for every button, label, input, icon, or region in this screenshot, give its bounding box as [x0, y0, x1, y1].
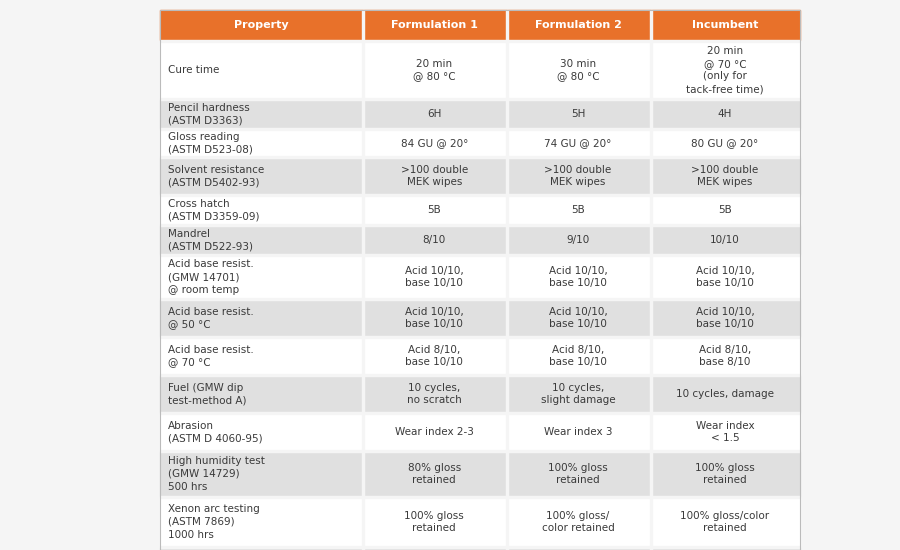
Bar: [363, 546, 365, 550]
Text: 4H: 4H: [717, 109, 732, 119]
Bar: [363, 194, 365, 224]
Text: Acid base resist.
(GMW 14701)
@ room temp: Acid base resist. (GMW 14701) @ room tem…: [168, 259, 254, 295]
Bar: [650, 256, 800, 298]
Text: 20 min
@ 80 °C: 20 min @ 80 °C: [413, 59, 455, 81]
Bar: [650, 496, 652, 546]
Bar: [160, 224, 800, 226]
Bar: [506, 98, 508, 128]
Bar: [650, 374, 652, 412]
Bar: [363, 156, 365, 194]
Bar: [650, 40, 652, 98]
Text: 8/10: 8/10: [423, 235, 446, 245]
Bar: [160, 498, 363, 546]
Bar: [363, 412, 365, 450]
Bar: [650, 376, 800, 412]
Text: 10 cycles, damage: 10 cycles, damage: [676, 389, 774, 399]
Bar: [363, 338, 506, 374]
Bar: [650, 450, 652, 496]
Bar: [363, 498, 506, 546]
Text: 5B: 5B: [572, 205, 585, 215]
Bar: [506, 336, 508, 374]
Bar: [160, 196, 363, 224]
Bar: [363, 298, 365, 336]
Bar: [363, 100, 506, 128]
Bar: [506, 128, 508, 156]
Bar: [160, 414, 363, 450]
Bar: [160, 194, 800, 196]
Text: Wear index 3: Wear index 3: [544, 427, 612, 437]
Bar: [506, 100, 650, 128]
Bar: [506, 548, 650, 550]
Bar: [363, 376, 506, 412]
Text: Xenon arc testing
(ASTM 7869)
1000 hrs: Xenon arc testing (ASTM 7869) 1000 hrs: [168, 504, 260, 540]
Bar: [506, 224, 508, 254]
Bar: [506, 414, 650, 450]
Bar: [363, 128, 365, 156]
Bar: [363, 10, 506, 40]
Text: 5B: 5B: [428, 205, 441, 215]
Bar: [160, 450, 800, 452]
Bar: [363, 300, 506, 336]
Text: Gloss reading
(ASTM D523-08): Gloss reading (ASTM D523-08): [168, 131, 253, 155]
Bar: [160, 10, 800, 550]
Bar: [160, 98, 800, 100]
Bar: [160, 496, 800, 498]
Text: Wear index
< 1.5: Wear index < 1.5: [696, 421, 754, 443]
Bar: [506, 10, 508, 40]
Text: Acid 10/10,
base 10/10: Acid 10/10, base 10/10: [696, 306, 754, 329]
Bar: [650, 100, 800, 128]
Bar: [506, 130, 650, 156]
Bar: [650, 298, 652, 336]
Text: 100% gloss/
color retained: 100% gloss/ color retained: [542, 510, 615, 534]
Text: Acid 10/10,
base 10/10: Acid 10/10, base 10/10: [405, 266, 464, 288]
Text: 5B: 5B: [718, 205, 732, 215]
Text: 80 GU @ 20°: 80 GU @ 20°: [691, 138, 759, 148]
Bar: [506, 452, 650, 496]
Text: 100% gloss/color
retained: 100% gloss/color retained: [680, 510, 770, 534]
Bar: [650, 412, 652, 450]
Bar: [506, 226, 650, 254]
Bar: [160, 10, 800, 550]
Text: Cross hatch
(ASTM D3359-09): Cross hatch (ASTM D3359-09): [168, 199, 259, 222]
Bar: [160, 374, 800, 376]
Text: Cure time: Cure time: [168, 65, 220, 75]
Bar: [160, 254, 800, 256]
Text: Acid 8/10,
base 10/10: Acid 8/10, base 10/10: [549, 345, 607, 367]
Bar: [506, 546, 508, 550]
Bar: [506, 298, 508, 336]
Bar: [650, 98, 652, 128]
Text: Abrasion
(ASTM D 4060-95): Abrasion (ASTM D 4060-95): [168, 421, 263, 443]
Bar: [650, 42, 800, 98]
Bar: [160, 412, 800, 414]
Bar: [650, 548, 800, 550]
Bar: [160, 298, 800, 300]
Bar: [506, 40, 508, 98]
Text: 74 GU @ 20°: 74 GU @ 20°: [544, 138, 612, 148]
Bar: [650, 498, 800, 546]
Bar: [363, 130, 506, 156]
Bar: [650, 224, 652, 254]
Bar: [363, 256, 506, 298]
Bar: [160, 376, 363, 412]
Bar: [506, 300, 650, 336]
Bar: [506, 254, 508, 298]
Bar: [363, 158, 506, 194]
Bar: [650, 546, 652, 550]
Text: Pencil hardness
(ASTM D3363): Pencil hardness (ASTM D3363): [168, 103, 250, 125]
Bar: [650, 194, 652, 224]
Bar: [160, 452, 363, 496]
Bar: [506, 412, 508, 450]
Bar: [506, 196, 650, 224]
Bar: [363, 226, 506, 254]
Text: Acid base resist.
@ 50 °C: Acid base resist. @ 50 °C: [168, 306, 254, 329]
Text: >100 double
MEK wipes: >100 double MEK wipes: [544, 164, 612, 188]
Bar: [363, 414, 506, 450]
Bar: [363, 496, 365, 546]
Text: 10 cycles,
no scratch: 10 cycles, no scratch: [407, 383, 462, 405]
Bar: [506, 376, 650, 412]
Bar: [650, 452, 800, 496]
Text: Wear index 2-3: Wear index 2-3: [395, 427, 473, 437]
Bar: [363, 42, 506, 98]
Bar: [160, 100, 363, 128]
Bar: [506, 256, 650, 298]
